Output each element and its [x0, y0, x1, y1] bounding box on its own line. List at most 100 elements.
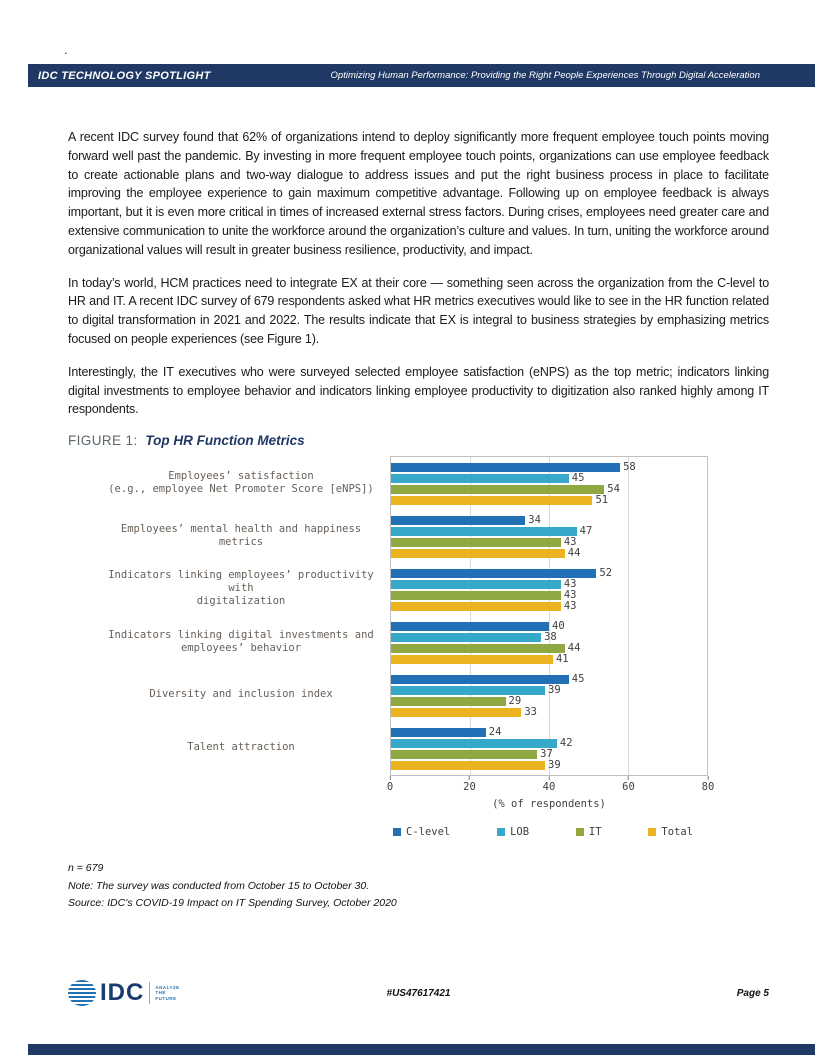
chart-category-label: Indicators linking digital investments a…	[108, 628, 374, 654]
tick-label: 80	[701, 781, 715, 794]
bottom-bar	[28, 1044, 815, 1055]
bar-value-label: 24	[488, 725, 502, 738]
tick-label: 40	[542, 781, 556, 794]
tick-label: 60	[622, 781, 635, 794]
bar-c-level	[391, 515, 526, 525]
bar-value-label: 43	[563, 588, 577, 601]
legend-label: IT	[588, 826, 602, 839]
bar-c-level	[391, 621, 549, 631]
bar-lob	[391, 685, 546, 695]
chart-category-label: Employees’ mental health and happiness m…	[120, 522, 362, 548]
bar-row: 44	[391, 547, 707, 558]
bar-row: 45	[391, 471, 707, 484]
bar-row: 34	[391, 514, 707, 525]
chart-category-label: Diversity and inclusion index	[149, 688, 333, 701]
legend-swatch-icon	[497, 828, 506, 837]
chart-bar-group: 58 45 54 51	[391, 457, 707, 510]
bar-row: 42	[391, 736, 707, 749]
x-axis-tick: 80	[701, 776, 715, 794]
legend-label: Total	[661, 826, 693, 839]
bar-total	[391, 601, 561, 611]
legend-item-lob: LOB	[497, 826, 529, 838]
footnote-sample-size: n = 679	[68, 862, 104, 875]
bar-value-label: 41	[555, 652, 569, 665]
plot-area: 58 45 54 51 34 47 43 44 52 43 43 43 40 38 44 41 45 39 29 33…	[390, 456, 708, 777]
x-axis-tick: 20	[463, 776, 476, 793]
gridline	[470, 457, 471, 776]
bar-row: 38	[391, 630, 707, 643]
stray-mark: .	[64, 42, 68, 57]
chart-category-label: Indicators linking employees’ productivi…	[108, 569, 374, 608]
bar-total	[391, 548, 565, 558]
tick-label: 20	[463, 781, 476, 794]
bar-row: 39	[391, 758, 707, 771]
header-brand: IDC TECHNOLOGY SPOTLIGHT	[38, 69, 211, 82]
gridline	[549, 457, 550, 776]
bar-value-label: 44	[567, 641, 581, 654]
logo-divider	[149, 982, 151, 1004]
chart-category-label: Employees’ satisfaction (e.g., employee …	[108, 469, 374, 495]
tick-mark	[389, 776, 391, 781]
tick-mark	[469, 776, 470, 781]
bar-row: 43	[391, 577, 707, 590]
bar-value-label: 51	[595, 493, 609, 506]
bar-row: 45	[391, 672, 707, 685]
bar-value-label: 45	[571, 672, 585, 685]
bar-lob	[391, 738, 557, 748]
bar-value-label: 58	[623, 460, 636, 473]
idc-logo-text: IDC	[100, 979, 145, 1006]
tagline-line: THE	[155, 990, 166, 996]
bar-c-level	[391, 674, 569, 684]
x-axis-tick: 60	[622, 776, 635, 793]
bar-lob	[391, 473, 569, 483]
legend-swatch-icon	[393, 828, 401, 837]
tick-mark	[628, 776, 629, 781]
page-number: Page 5	[736, 988, 769, 999]
bar-value-label: 42	[559, 736, 573, 749]
footnotes: n = 679 Note: The survey was conducted f…	[68, 860, 769, 913]
bar-value-label: 29	[508, 694, 522, 707]
bar-total	[391, 760, 546, 770]
header-doc-title: Optimizing Human Performance: Providing …	[330, 70, 760, 81]
bar-row: 39	[391, 684, 707, 695]
bar-value-label: 45	[571, 471, 585, 484]
bar-row: 33	[391, 705, 707, 718]
bar-row: 52	[391, 567, 707, 578]
footnote-note: Note: The survey was conducted from Octo…	[68, 879, 370, 892]
bar-row: 51	[391, 493, 707, 506]
tick-label: 0	[386, 781, 394, 794]
bar-row: 43	[391, 600, 707, 611]
bar-value-label: 43	[563, 577, 577, 590]
body-paragraph-2: In today’s world, HCM practices need to …	[68, 275, 769, 346]
bar-value-label: 33	[524, 705, 537, 718]
bar-row: 43	[391, 536, 707, 547]
bar-row: 44	[391, 641, 707, 654]
document-id: #US47617421	[386, 988, 451, 999]
bar-value-label: 54	[607, 482, 620, 495]
body-paragraph-3: Interestingly, the IT executives who wer…	[68, 364, 769, 417]
bar-value-label: 47	[579, 524, 593, 537]
bar-value-label: 37	[540, 747, 553, 760]
bar-row: 47	[391, 524, 707, 537]
x-axis-title: (% of respondents)	[492, 798, 606, 811]
header-bar: IDC TECHNOLOGY SPOTLIGHT Optimizing Huma…	[28, 64, 815, 87]
bar-it	[391, 643, 565, 653]
tick-mark	[707, 776, 709, 781]
x-axis: 0 20 40 60 80 (% of respondents)	[386, 776, 714, 811]
content-area: A recent IDC survey found that 62% of or…	[68, 128, 769, 913]
figure-label: FIGURE 1:	[68, 433, 138, 449]
figure-heading: FIGURE 1: Top HR Function Metrics	[68, 433, 769, 448]
chart-plot-row: Employees’ satisfaction (e.g., employee …	[98, 456, 738, 777]
chart-category-label: Talent attraction	[187, 741, 295, 754]
chart-bar-group: 52 43 43 43	[391, 563, 707, 616]
bar-total	[391, 495, 593, 505]
bar-c-level	[391, 727, 486, 737]
legend-swatch-icon	[575, 828, 584, 837]
bar-it	[391, 696, 506, 706]
legend-item-total: Total	[648, 826, 693, 838]
bar-lob	[391, 632, 542, 642]
bar-value-label: 38	[544, 630, 557, 643]
bar-row: 41	[391, 652, 707, 665]
bar-value-label: 39	[548, 758, 561, 771]
